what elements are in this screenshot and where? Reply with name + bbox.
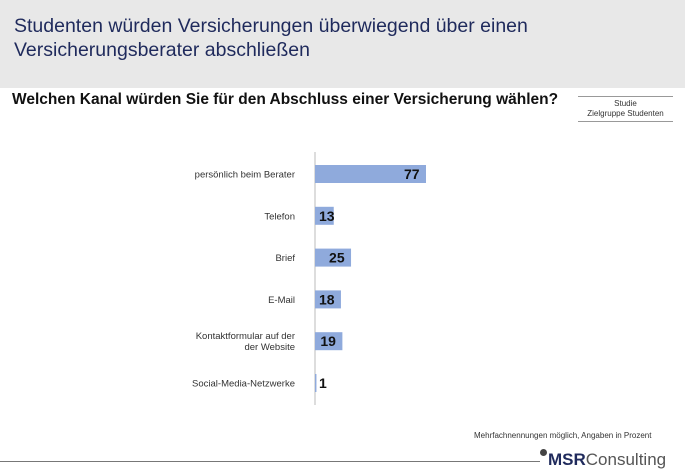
category-label: Brief [275, 253, 295, 264]
footnote: Mehrfachnennungen möglich, Angaben in Pr… [474, 431, 652, 440]
page-title: Studenten würden Versicherungen überwieg… [14, 15, 528, 61]
value-label: 77 [404, 166, 420, 182]
study-label: Studie Zielgruppe Studenten [578, 96, 673, 122]
category-label: Telefon [264, 211, 295, 222]
value-label: 13 [319, 208, 335, 224]
footer-divider [0, 461, 540, 462]
value-label: 25 [329, 250, 345, 266]
category-label: Social-Media-Netzwerke [192, 379, 295, 390]
value-label: 1 [319, 375, 327, 391]
bar [315, 206, 334, 225]
study-line1: Studie [614, 99, 637, 108]
logo-bold: MSR [548, 450, 586, 469]
value-label: 18 [319, 291, 335, 307]
bar [315, 165, 426, 183]
study-line2: Zielgruppe Studenten [587, 109, 664, 118]
category-label: persönlich beim Berater [195, 170, 295, 181]
header-band [0, 0, 685, 88]
logo-rest: Consulting [585, 450, 667, 469]
category-label: Kontaktformular auf der [196, 331, 295, 342]
bar [315, 374, 317, 392]
value-label: 19 [320, 333, 336, 349]
category-label: E-Mail [268, 295, 295, 306]
bar [315, 332, 343, 351]
msr-logo: MSRConsulting [548, 450, 666, 470]
logo-dot-icon [540, 449, 547, 456]
chart-question: Welchen Kanal würden Sie für den Abschlu… [12, 91, 559, 108]
bar [315, 248, 352, 267]
bar [315, 290, 341, 309]
category-label: der Website [244, 342, 295, 353]
